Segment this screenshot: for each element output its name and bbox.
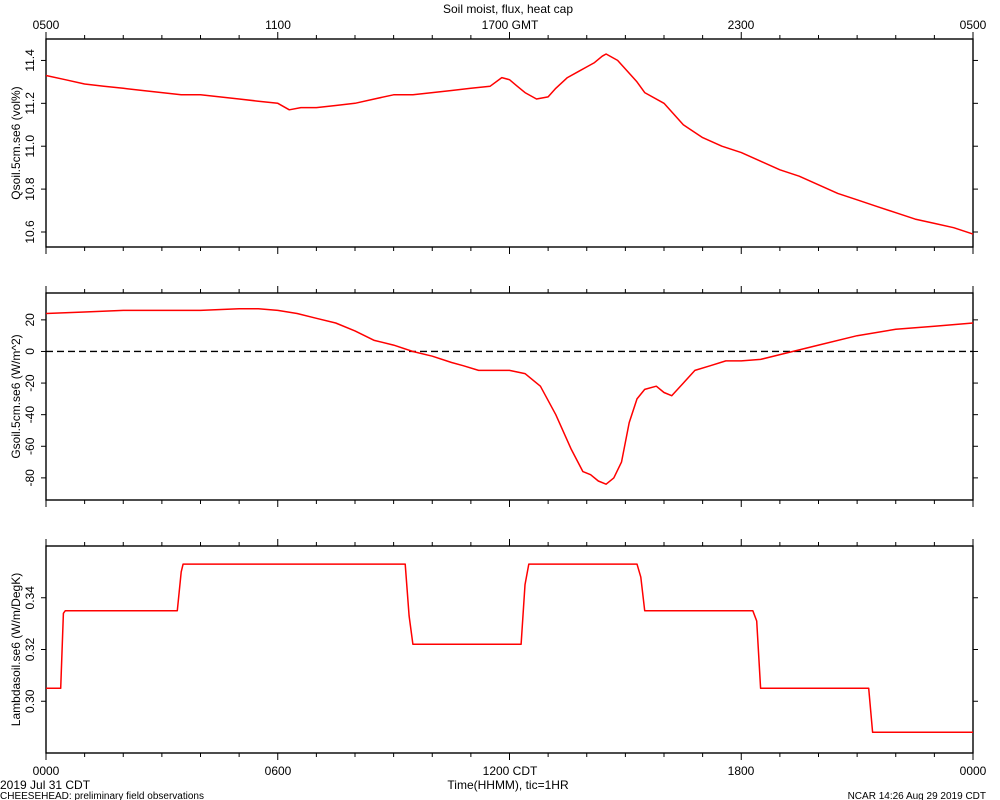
top-tick-label: 1100: [265, 18, 291, 32]
y-axis-title: Lambdasoil.se6 (W/m/DegK): [9, 573, 23, 726]
y-tick-label: 0.34: [23, 586, 37, 610]
series-line: [45, 53, 974, 235]
y-tick-label: 0.32: [23, 637, 37, 661]
y-tick-label: -40: [23, 406, 37, 424]
top-tick-label: 0500: [960, 18, 987, 32]
y-tick-label: 10.6: [23, 220, 37, 244]
x-axis-title: Time(HHMM), tic=1HR: [447, 778, 569, 792]
plot-frame: [45, 545, 974, 754]
bottom-tick-label: 1200 CDT: [483, 764, 538, 778]
top-tick-label: 2300: [728, 18, 755, 32]
date-label: 2019 Jul 31 CDT: [0, 778, 91, 792]
y-axis-title: Gsoil.5cm.se6 (W/m^2): [9, 334, 23, 458]
y-tick-label: -60: [23, 437, 37, 455]
series-line: [46, 563, 973, 734]
y-tick-label: 20: [23, 313, 37, 327]
top-axis-labels: 0500 1100 1700 GMT 2300 0500: [33, 18, 987, 32]
y-tick-label: 0.30: [23, 689, 37, 713]
bottom-tick-label: 0000: [33, 764, 60, 778]
y-tick-label: 0: [23, 348, 37, 355]
bottom-axis-labels: 0000 0600 1200 CDT 1800 0000: [33, 764, 987, 778]
series-line: [45, 308, 974, 485]
plot-frame: [45, 38, 974, 248]
y-axis-title: Qsoil.5cm.se6 (vol%): [9, 86, 23, 199]
y-tick-label: 11.2: [23, 92, 37, 115]
y-tick-label: 11.4: [23, 49, 37, 72]
ncar-stamp: NCAR 14:26 Aug 29 2019 CDT: [848, 791, 986, 800]
y-tick-label: -20: [23, 374, 37, 392]
bottom-tick-label: 0000: [960, 764, 987, 778]
y-tick-label: 11.0: [23, 135, 37, 158]
top-tick-label: 0500: [33, 18, 60, 32]
bottom-tick-label: 1800: [728, 764, 755, 778]
y-tick-label: 10.8: [23, 177, 37, 201]
project-note: CHEESEHEAD: preliminary field observatio…: [0, 791, 204, 800]
chart-title: Soil moist, flux, heat cap: [443, 2, 573, 16]
top-tick-label: 1700 GMT: [482, 18, 539, 32]
bottom-tick-label: 0600: [265, 764, 292, 778]
plot-frame: [45, 292, 974, 501]
y-tick-label: -80: [23, 469, 37, 487]
